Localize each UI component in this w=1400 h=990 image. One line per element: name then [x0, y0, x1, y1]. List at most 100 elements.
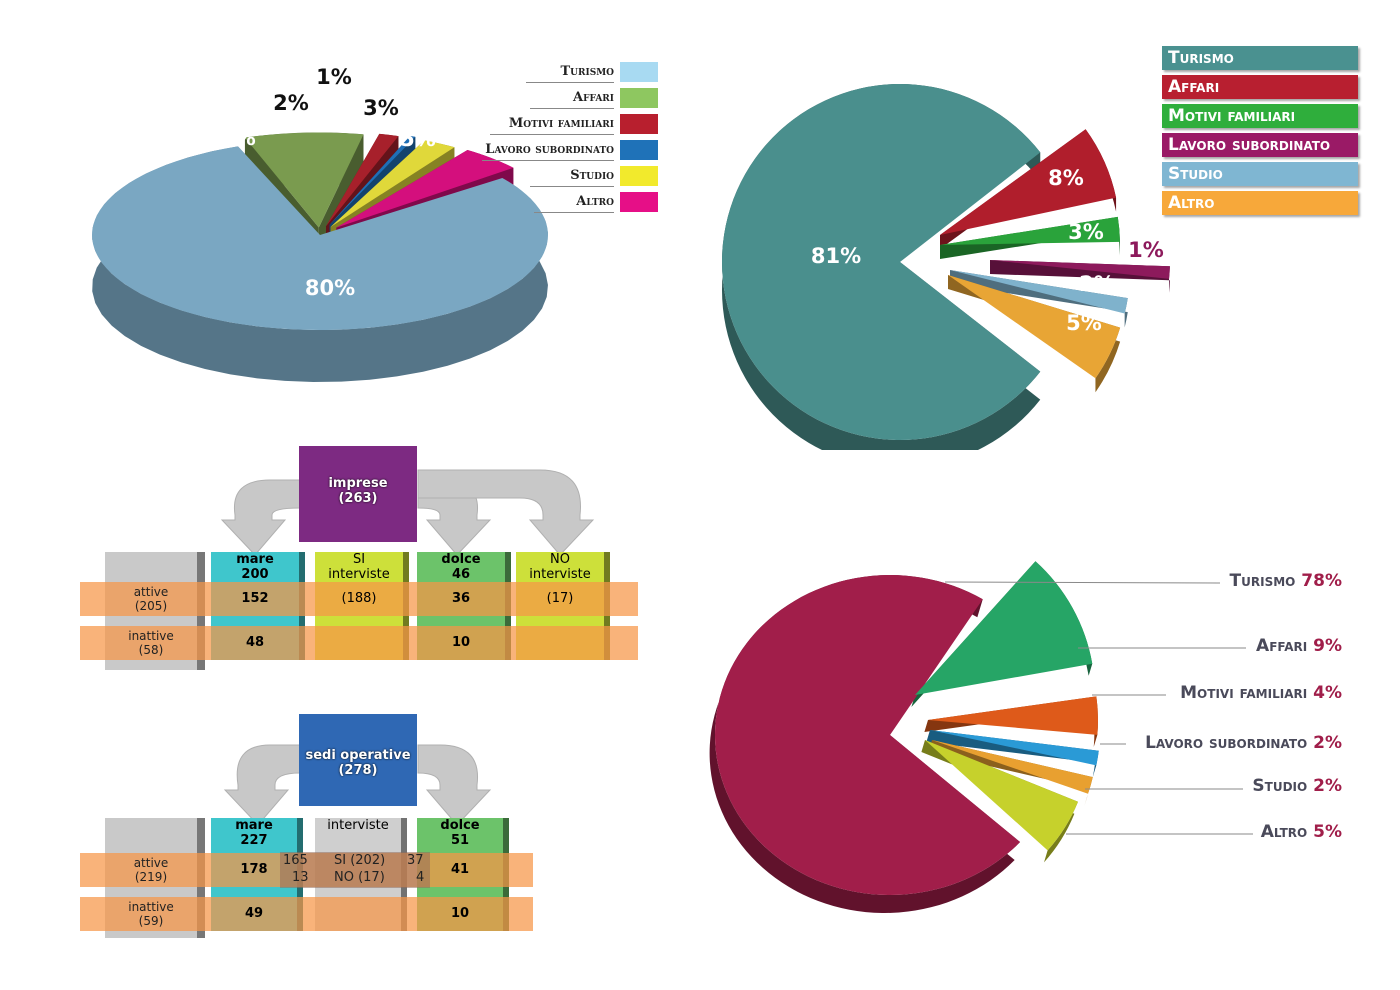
c3-label-name: Altro: [1260, 822, 1314, 842]
c1-label-motivi-familiari: 2%: [273, 91, 309, 115]
legend2-item-lavoro-subordinato: Lavoro subordinato: [1162, 133, 1358, 157]
c2-slice-turismo-side: [722, 84, 1041, 450]
legend1-swatch: [620, 114, 658, 134]
c2-slice-studio-side: [950, 270, 1128, 328]
legend1-item-affari: Affari: [470, 86, 660, 112]
legend2-item-turismo: Turismo: [1162, 46, 1358, 70]
c1-label-turismo: 80%: [305, 276, 355, 300]
flow2-inner-breakdown: 165 13 SI (202) NO (17) 37 4: [280, 852, 430, 888]
flow1-cell-0-0: 152: [241, 591, 269, 606]
inner-r2: 4: [416, 870, 425, 885]
c3-slice-studio: [932, 740, 1093, 794]
legend2-item-motivi-familiari: Motivi familiari: [1162, 104, 1358, 128]
flow1-column-subtitle: 200: [241, 567, 269, 582]
legend1-swatch: [620, 166, 658, 186]
legend1-label: Turismo: [560, 64, 614, 79]
c3-label-value: 5%: [1313, 822, 1342, 842]
c3-label-altro: Altro 5%: [1261, 822, 1342, 842]
flow1-column-subtitle: 46: [451, 567, 471, 582]
flow1-row-label-0: attive (205): [105, 585, 197, 613]
flow2-header-line1: sedi operative: [305, 748, 411, 763]
legend1-item-altro: Altro: [470, 190, 660, 216]
inner-m2: NO (17): [334, 870, 385, 885]
inner-l2: 13: [292, 870, 309, 885]
flow2-row-band-1: [80, 897, 533, 931]
pie-chart-3: [709, 561, 1253, 913]
c2-label-motivi-familiari: 3%: [1068, 220, 1104, 244]
c1-slice-motivi-familiari: [326, 133, 399, 227]
flow2-cell-1-2: 10: [450, 906, 470, 921]
c2-label-altro: 5%: [1066, 311, 1102, 335]
legend2-item-studio: Studio: [1162, 162, 1358, 186]
c3-slice-studio-side: [928, 740, 1093, 806]
legend-chart-1: Turismo Affari Motivi familiari Lavoro subo…: [470, 60, 660, 216]
c3-label-studio: Studio 2%: [1252, 776, 1342, 796]
inner-m1: SI (202): [334, 853, 386, 868]
legend1-item-turismo: Turismo: [470, 60, 660, 86]
c3-slice-altro: [925, 740, 1078, 851]
c1-slice-studio: [330, 140, 455, 227]
c2-slice-motivi-familiari: [940, 216, 1120, 245]
c3-label-value: 2%: [1313, 776, 1342, 796]
c2-label-affari: 8%: [1048, 166, 1084, 190]
c3-callout-line-turismo: [944, 581, 1221, 584]
c1-label-lavoro-subordinato: 1%: [316, 65, 352, 89]
c2-label-turismo: 81%: [811, 244, 861, 268]
c2-slice-studio: [950, 270, 1128, 314]
c1-label-studio: 3%: [363, 96, 399, 120]
legend-chart-3: Turismo 78% Affari 9% Motivi familiari 4% L…: [700, 540, 1400, 940]
legend1-swatch: [620, 62, 658, 82]
flow1-column-title: SI: [352, 552, 366, 567]
flow1-row-band-0: [80, 582, 638, 616]
legend1-underline: [526, 82, 614, 83]
row-label-line1: inattive: [128, 900, 174, 914]
c1-slice-altro: [336, 149, 514, 228]
flow2-row-label-1: inattive (59): [105, 900, 197, 928]
c3-label-name: Turismo: [1229, 571, 1302, 591]
row-label-line2: (219): [134, 870, 168, 884]
legend2-item-affari: Affari: [1162, 75, 1358, 99]
c3-slice-affari: [915, 561, 1093, 695]
c3-label-lavoro-subordinato: Lavoro subordinato 2%: [1145, 733, 1342, 753]
flow2-row-label-0: attive (219): [105, 856, 197, 884]
flow1-header-line2: (263): [338, 491, 378, 506]
legend1-item-studio: Studio: [470, 164, 660, 190]
flow1-cell-0-3: (17): [546, 591, 574, 606]
c3-label-turismo: Turismo 78%: [1230, 571, 1342, 591]
c1-label-altro: 5%: [400, 127, 436, 151]
c2-slice-lavoro-subordinato: [990, 260, 1170, 279]
pie-chart-2: 81% 8% 3% 1% 2% 5%: [722, 84, 1170, 450]
c3-label-value: 4%: [1313, 683, 1342, 703]
c2-slice-altro: [948, 275, 1121, 379]
legend1-label: Affari: [572, 90, 614, 105]
flow1-column-title: NO: [550, 552, 570, 567]
flow1-cell-0-1: (188): [341, 591, 377, 606]
c3-slice-lavoro-subordinato-side: [926, 730, 1099, 778]
legend1-underline: [534, 212, 614, 213]
flow1-column-title: mare: [236, 552, 274, 567]
legend1-label: Lavoro subordinato: [485, 142, 614, 157]
c3-label-value: 2%: [1313, 733, 1342, 753]
row-label-line1: attive: [133, 585, 169, 599]
c3-label-name: Motivi familiari: [1180, 683, 1314, 703]
c2-slice-affari: [940, 129, 1117, 235]
c1-slice-affari: [244, 132, 364, 228]
legend-chart-2: Turismo Affari Motivi familiari Lavoro subo…: [1162, 46, 1358, 220]
c1-label-affari: 9%: [220, 126, 256, 150]
flow1-row-label-1: inattive (58): [105, 629, 197, 657]
flow1-column-subtitle: interviste: [328, 567, 390, 582]
pie-chart-1: 80% 9% 2% 1% 3%5%: [92, 65, 549, 382]
flow1-row-band-1: [80, 626, 638, 660]
c3-label-value: 78%: [1301, 571, 1342, 591]
c3-label-name: Affari: [1256, 636, 1314, 656]
flow1-column-subtitle: interviste: [529, 567, 591, 582]
flow2-column-title: dolce: [440, 818, 480, 833]
flow2-cell-1-0: 49: [244, 906, 264, 921]
legend1-label: Altro: [576, 194, 614, 209]
inner-r1: 37: [407, 853, 424, 868]
legend1-item-motivi-familiari: Motivi familiari: [470, 112, 660, 138]
flow-diagram-imprese: imprese (263) mare 200 SI interviste dolce 46…: [0, 430, 700, 690]
legend1-swatch: [620, 88, 658, 108]
row-label-line2: (205): [134, 599, 168, 613]
flow-diagram-sedi: sedi operative (278) mare 227 interviste do…: [0, 700, 700, 960]
